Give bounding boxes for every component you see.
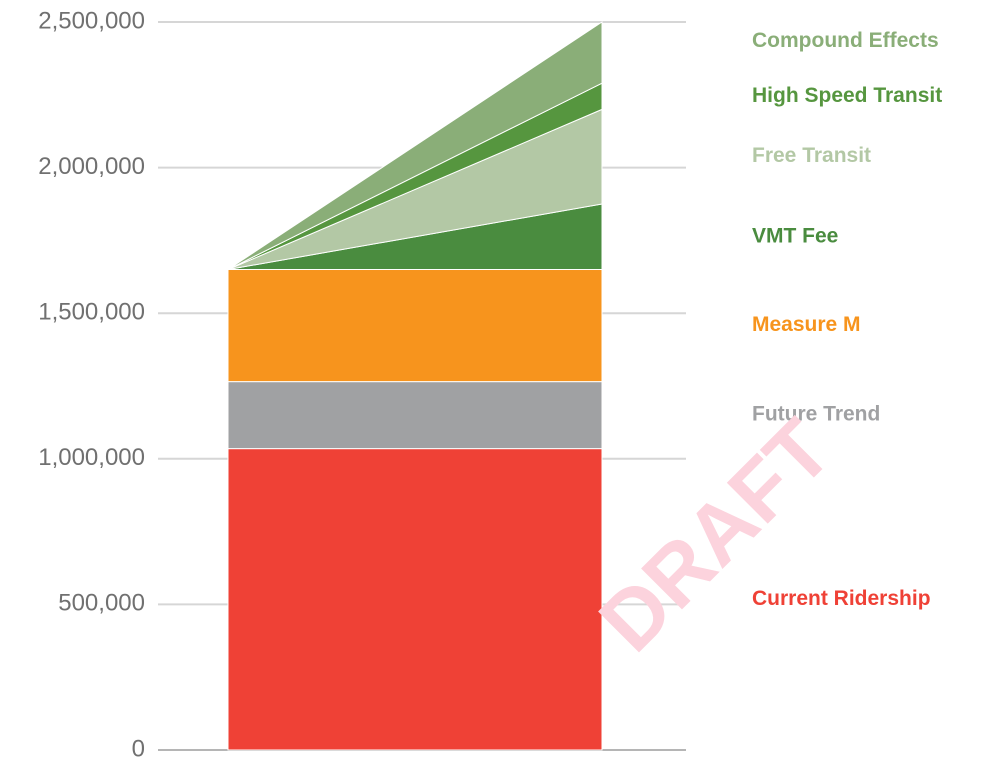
watermark: DRAFT (581, 401, 849, 669)
legend-label: Future Trend (752, 403, 880, 426)
legend-label: Measure M (752, 313, 861, 336)
areas (227, 21, 603, 751)
area (227, 21, 603, 270)
y-tick-label: 0 (132, 735, 145, 762)
legend-label: Free Transit (752, 144, 871, 167)
y-tick-label: 2,000,000 (38, 153, 145, 180)
legend-label: Compound Effects (752, 29, 939, 52)
area (227, 269, 603, 383)
y-tick-label: 1,500,000 (38, 299, 145, 326)
y-tick-label: 2,500,000 (38, 7, 145, 34)
y-tick-label: 1,000,000 (38, 444, 145, 471)
area (227, 381, 603, 450)
legend-label: Current Ridership (752, 587, 931, 610)
legend: Current Ridership Future Trend Measure M VM… (752, 29, 942, 610)
area (227, 448, 603, 751)
y-tick-label: 500,000 (58, 590, 145, 617)
legend-label: VMT Fee (752, 224, 838, 247)
legend-label: High Speed Transit (752, 84, 942, 107)
